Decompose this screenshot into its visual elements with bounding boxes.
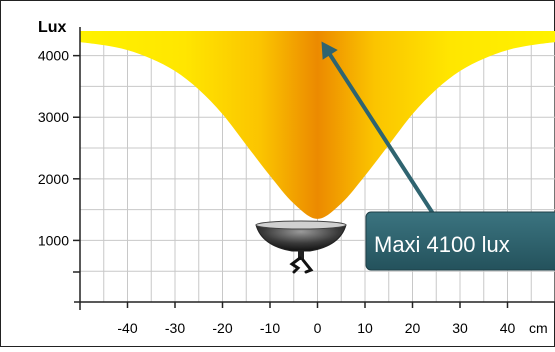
y-tick-label: 3000 (38, 109, 69, 125)
axes (74, 27, 555, 310)
x-tick-label: -30 (165, 320, 185, 336)
annotation-arrowhead (321, 41, 338, 60)
annotation-text: Maxi 4100 lux (374, 232, 510, 257)
x-tick-label: -40 (117, 320, 137, 336)
x-ticks: -40 -30 -20 -10 0 10 20 30 40 (117, 302, 515, 336)
y-tick-label: 2000 (38, 171, 69, 187)
y-ticks: 1000 2000 3000 4000 (38, 48, 80, 273)
y-axis-label: Lux (38, 19, 67, 36)
lamp-icon (255, 220, 347, 274)
y-tick-label: 4000 (38, 48, 69, 64)
x-tick-label: 10 (357, 320, 373, 336)
x-axis-label: cm (529, 320, 548, 336)
annotation-box (365, 211, 555, 271)
x-tick-label: 20 (405, 320, 421, 336)
x-tick-label: 30 (452, 320, 468, 336)
y-tick-label: 1000 (38, 232, 69, 248)
illumination-area (80, 31, 555, 219)
x-tick-label: 40 (500, 320, 516, 336)
x-tick-label: -10 (260, 320, 280, 336)
x-tick-label: 0 (314, 320, 322, 336)
annotation-arrow (328, 52, 434, 214)
x-tick-label: -20 (212, 320, 232, 336)
